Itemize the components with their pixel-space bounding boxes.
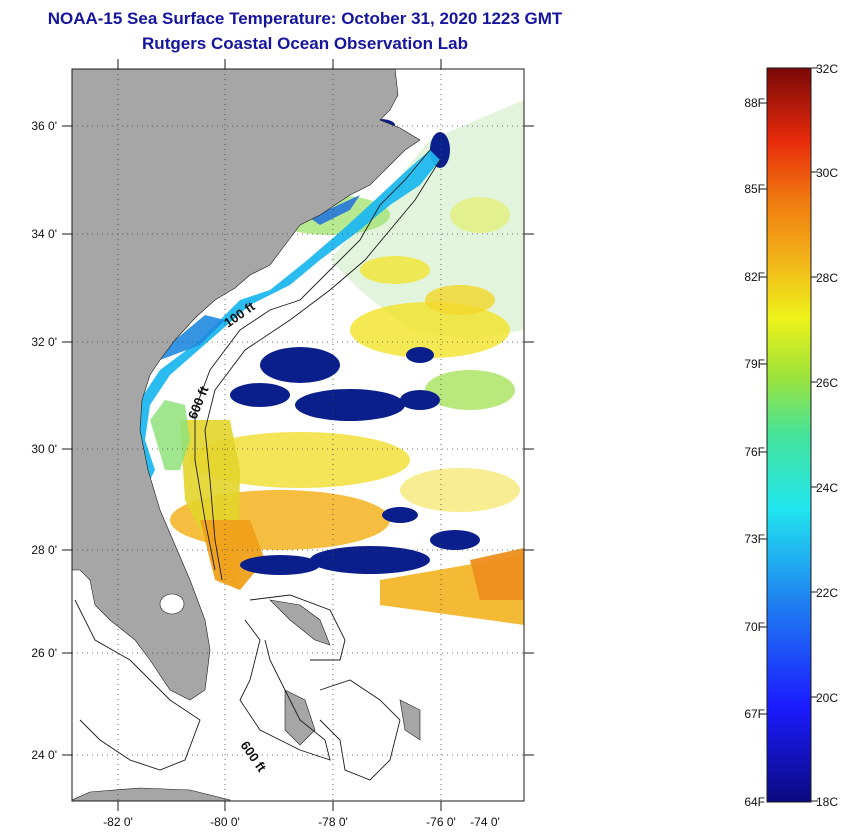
lat-label-32: 32 0' <box>31 335 57 349</box>
lat-label-28: 28 0' <box>31 543 57 557</box>
cb-label-28c: 28C <box>816 271 838 285</box>
cb-label-76f: 76F <box>744 445 765 459</box>
lake-okeechobee <box>159 593 185 615</box>
lat-label-36: 36 0' <box>31 119 57 133</box>
colorbar <box>766 67 812 803</box>
chart-subtitle: Rutgers Coastal Ocean Observation Lab <box>142 34 468 53</box>
map-content: 100 ft 600 ft 600 ft <box>72 69 524 801</box>
cb-label-26c: 26C <box>816 376 838 390</box>
land-us-southeast <box>72 69 421 701</box>
land-bahamas <box>269 599 421 746</box>
cb-label-85f: 85F <box>744 182 765 196</box>
chart-title: NOAA-15 Sea Surface Temperature: October… <box>47 9 563 28</box>
cb-label-64f: 64F <box>744 795 765 809</box>
lon-label-74: -74 0' <box>470 815 500 829</box>
lon-label-82: -82 0' <box>103 815 133 829</box>
cb-label-82f: 82F <box>744 270 765 284</box>
land-cuba <box>72 787 231 801</box>
cb-label-70f: 70F <box>744 620 765 634</box>
cb-label-88f: 88F <box>744 96 765 110</box>
cb-label-32c: 32C <box>816 62 838 76</box>
cb-label-30c: 30C <box>816 166 838 180</box>
lat-label-26: 26 0' <box>31 646 57 660</box>
lat-label-24: 24 0' <box>31 748 57 762</box>
cb-label-22c: 22C <box>816 586 838 600</box>
cb-label-73f: 73F <box>744 532 765 546</box>
latitude-labels: 36 0' 34 0' 32 0' 30 0' 28 0' 26 0' 24 0… <box>31 119 57 762</box>
map-gridlines <box>72 69 524 801</box>
colorbar-fahrenheit-labels: 88F 85F 82F 79F 76F 73F 70F 67F 64F <box>744 96 765 809</box>
cb-label-20c: 20C <box>816 691 838 705</box>
longitude-labels: -82 0' -80 0' -78 0' -76 0' -74 0' <box>103 815 500 829</box>
colorbar-ticks <box>760 67 818 802</box>
lat-label-30: 30 0' <box>31 442 57 456</box>
cb-label-18c: 18C <box>816 795 838 809</box>
map-ticks <box>62 59 534 811</box>
colorbar-celsius-labels: 32C 30C 28C 26C 24C 22C 20C 18C <box>816 62 838 809</box>
lat-label-34: 34 0' <box>31 227 57 241</box>
cb-label-79f: 79F <box>744 357 765 371</box>
cb-label-24c: 24C <box>816 481 838 495</box>
isobath-contours <box>74 149 441 781</box>
map-border <box>71 68 525 802</box>
lon-label-76: -76 0' <box>426 815 456 829</box>
cb-label-67f: 67F <box>744 707 765 721</box>
lon-label-78: -78 0' <box>318 815 348 829</box>
lon-label-80: -80 0' <box>210 815 240 829</box>
